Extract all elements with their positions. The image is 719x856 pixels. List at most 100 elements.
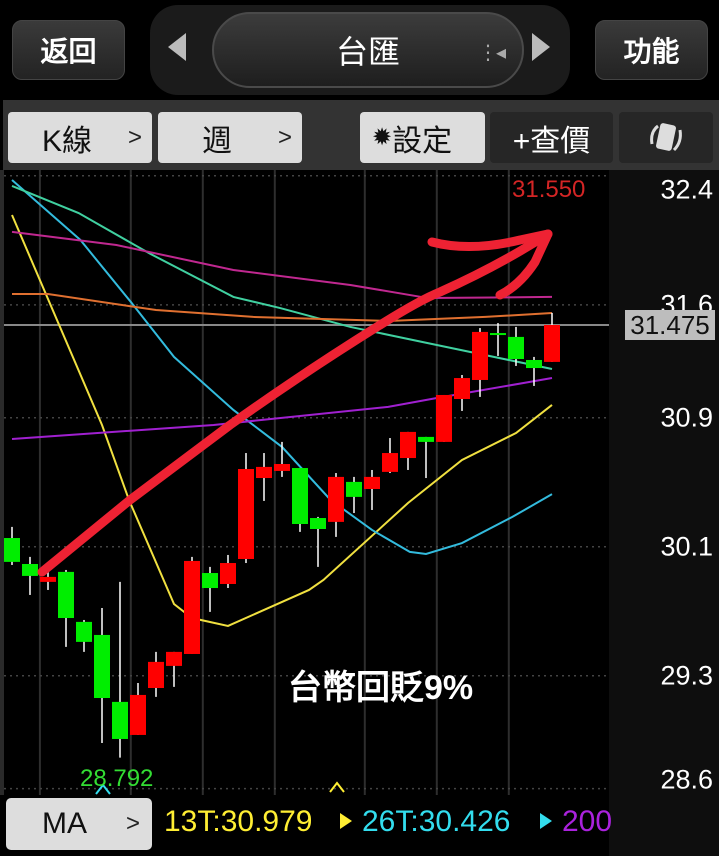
quote-button[interactable]: +查價 [490,112,613,163]
candle[interactable] [472,328,488,397]
moving-average-line [11,377,553,441]
candle[interactable] [346,476,362,514]
ma26-up-flag-icon [540,813,552,829]
chart-type-button[interactable]: K線 > [8,112,152,163]
high-price-label: 31.550 [512,176,586,203]
candle-body [76,621,92,642]
page-title: 台匯 [335,34,400,70]
triangle-right-icon[interactable] [532,33,550,61]
candle-body [220,563,236,584]
period-button[interactable]: 週 > [158,112,302,163]
candle[interactable] [364,469,380,510]
candle[interactable] [22,556,38,595]
candle-body [112,701,128,739]
rotate-screen-icon [650,122,682,151]
candle[interactable] [310,516,326,567]
candle-body [130,694,146,735]
list-toggle-icon[interactable]: ⋮◂ [477,42,506,64]
function-button[interactable]: 功能 [595,20,708,80]
candle[interactable] [4,526,20,565]
y-tick-label: 30.1 [660,531,713,562]
candle-body [508,336,524,360]
chevron-right-icon: > [125,810,140,837]
ma13-up-flag-icon [340,813,352,829]
back-button[interactable]: 返回 [12,20,125,80]
candle[interactable] [292,468,308,532]
candle-body [400,431,416,459]
candle-body [526,359,542,369]
candle-body [472,331,488,380]
candle-body [184,560,200,654]
candle[interactable] [382,438,398,474]
candle-body [364,476,380,489]
y-tick-label: 29.3 [660,660,713,691]
ma26-value: 26T:30.426 [362,805,511,838]
moving-average-line [11,230,553,300]
chart-left-border [0,170,4,795]
candle[interactable] [526,356,542,386]
rotate-screen-button[interactable] [619,112,713,163]
candle[interactable] [328,473,344,537]
moving-average-line [11,214,553,627]
candle[interactable] [454,374,470,411]
chevron-right-icon: > [277,123,292,151]
candle[interactable] [202,566,218,612]
candle[interactable] [58,569,74,647]
candle-body [256,466,272,479]
candle-body [346,481,362,497]
candle-body [328,476,344,522]
candle[interactable] [76,619,92,652]
candle[interactable] [508,326,524,366]
ma26-marker-icon [95,783,111,795]
price-axis: 32.4 31.6 30.9 30.1 29.3 28.6 31.475 [609,170,719,856]
stock-title-pill[interactable]: 台匯 ⋮◂ [212,12,524,88]
candle-body [58,571,74,619]
candle-body [148,661,164,689]
candle[interactable] [112,581,128,758]
candle-body [490,333,506,336]
candle[interactable] [148,651,164,697]
candle[interactable] [400,431,416,470]
candle[interactable] [130,683,146,735]
candlestick-chart[interactable] [0,170,609,795]
candle-body [166,651,182,666]
candle[interactable] [256,453,272,501]
candle-body [310,518,326,529]
y-tick-label: 30.9 [660,402,713,433]
candle[interactable] [220,554,236,589]
candle-body [40,576,56,582]
settings-label: 設定 [392,124,453,158]
candle[interactable] [238,453,254,564]
candle-body [436,394,452,442]
candle-body [382,453,398,472]
chart-toolbar: K線 > 週 > ✹ 設定 +查價 [3,100,719,170]
ma13-marker-icon [329,781,345,793]
indicator-button[interactable]: MA > [6,798,152,850]
y-tick-label: 28.6 [660,764,713,795]
candle-body [202,573,218,589]
hand-drawn-arrow-annotation [37,229,553,577]
triangle-left-icon[interactable] [168,33,186,61]
candle[interactable] [184,556,200,654]
candle-body [274,464,290,471]
moving-average-line [12,293,553,322]
candle[interactable] [94,608,110,744]
candle-body [22,563,38,576]
back-label: 返回 [40,36,97,67]
indicator-bar: MA > 13T:30.979 26T:30.426 200 [0,795,612,856]
function-label: 功能 [623,36,680,67]
candle[interactable] [544,312,560,362]
candle[interactable] [274,441,290,477]
candle[interactable] [436,394,452,442]
candle[interactable] [166,651,182,687]
settings-button[interactable]: ✹ 設定 [360,112,485,163]
chevron-right-icon: > [127,123,142,151]
candle-body [94,634,110,699]
moving-average-line [11,185,553,370]
low-price-label: 28.792 [80,765,154,792]
candle-body [238,469,254,559]
candle-body [454,378,470,400]
last-price-label: 31.475 [625,309,715,340]
candle[interactable] [418,436,434,479]
candle[interactable] [490,323,506,356]
